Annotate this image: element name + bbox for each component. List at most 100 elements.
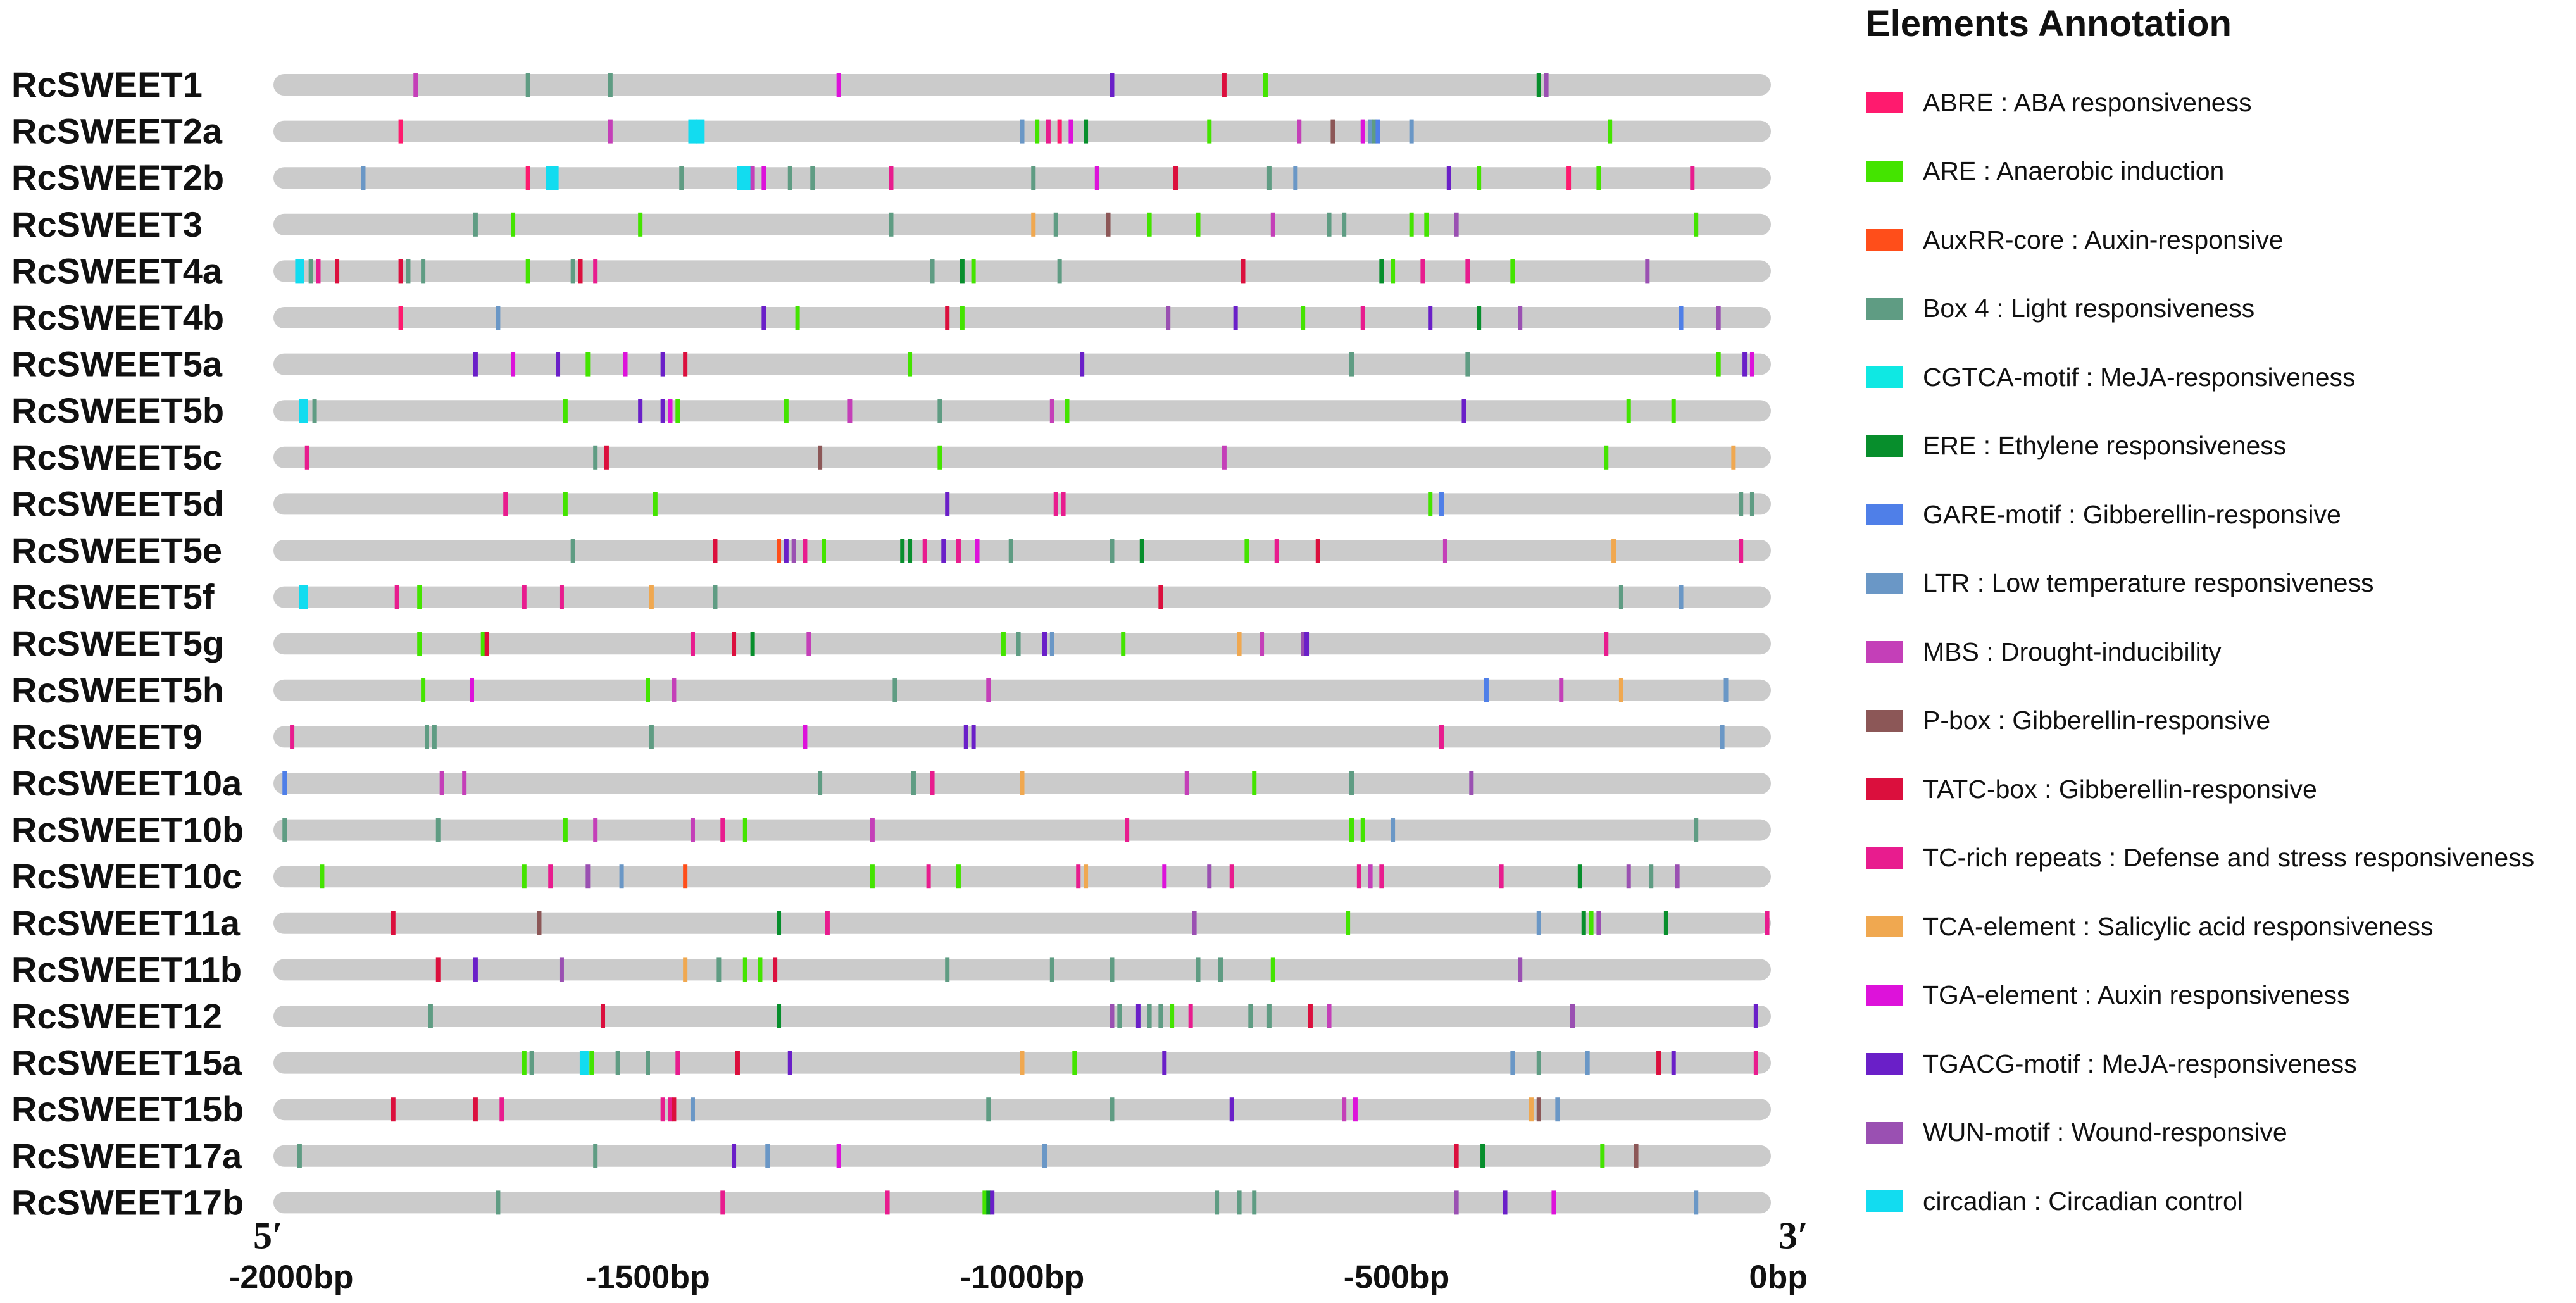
gene-row: RcSWEET4a [11,251,1771,290]
element-mark-box4 [435,818,441,842]
axis-tick-label: -500bp [1344,1259,1450,1295]
element-mark-tc [720,1190,725,1215]
element-mark-tc [1188,1004,1193,1028]
element-mark-box4 [892,678,897,702]
element-mark-tatc [735,1051,740,1075]
element-mark-are [1170,1004,1175,1028]
element-mark-mbs [608,119,613,144]
element-mark-circadian [579,1051,589,1075]
gene-label: RcSWEET4a [11,251,223,290]
element-mark-tatc [1656,1051,1661,1075]
element-mark-wun [1110,1004,1115,1028]
legend-label: Box 4 : Light responsiveness [1923,294,2255,323]
legend-label: TGACG-motif : MeJA-responsiveness [1923,1049,2357,1078]
element-mark-are [675,399,680,423]
element-mark-are [522,864,527,889]
element-mark-are [653,492,658,516]
element-mark-wun [1596,911,1601,935]
element-mark-tc [1061,492,1066,516]
element-mark-are [320,864,325,889]
element-mark-tga [836,73,841,97]
element-mark-tatc [473,1097,478,1122]
legend-label: CGTCA-motif : MeJA-responsiveness [1923,362,2356,392]
promoter-bar [273,260,1771,282]
promoter-bar [273,1145,1771,1167]
gene-label: RcSWEET5f [11,577,215,617]
element-mark-tgacg [473,957,478,982]
gene-row: RcSWEET10a [11,763,1771,803]
element-mark-wun [1675,864,1680,889]
element-mark-are [1510,259,1515,284]
legend-label: P-box : Gibberellin-responsive [1923,706,2271,735]
element-mark-ere [1581,911,1586,935]
legend-label: TATC-box : Gibberellin-responsive [1923,774,2317,804]
element-mark-box4 [679,166,684,190]
element-mark-tgacg [473,352,478,377]
element-mark-box4 [1252,1190,1257,1215]
element-mark-are [870,864,875,889]
elements-legend: Elements Annotation ABRE : ABA responsiv… [1866,0,2575,1266]
element-mark-tca [683,957,688,982]
element-mark-abre [398,306,403,330]
element-mark-pbox [1330,119,1335,144]
legend-item: TGACG-motif : MeJA-responsiveness [1866,1045,2357,1083]
element-mark-tca [1020,771,1025,795]
element-mark-tc [1439,725,1444,749]
element-mark-box4 [1749,492,1754,516]
promoter-bar [273,167,1771,189]
element-mark-tc [1125,818,1130,842]
promoter-bar [273,912,1771,934]
gene-row: RcSWEET5c [11,437,1771,477]
gene-row: RcSWEET2a [11,111,1771,151]
promoter-bar [273,1099,1771,1121]
element-mark-tga [1068,119,1073,144]
element-mark-wun [1518,957,1523,982]
legend-item: CGTCA-motif : MeJA-responsiveness [1866,358,2356,396]
element-mark-are [1600,1144,1605,1168]
element-mark-box4 [930,259,935,284]
element-mark-box4 [1110,539,1115,563]
element-mark-ltr [1720,725,1725,749]
element-mark-are [1626,399,1631,423]
gene-row: RcSWEET4b [11,297,1771,337]
element-mark-tatc [683,352,688,377]
five-prime-label: 5′ [253,1214,283,1256]
element-mark-tgacg [963,725,968,749]
element-mark-box4 [1218,957,1223,982]
element-mark-are [1716,352,1721,377]
gene-label: RcSWEET10b [11,810,244,850]
element-mark-tgacg [1110,73,1115,97]
element-mark-box4 [608,73,613,97]
element-mark-box4 [1618,585,1623,609]
gene-label: RcSWEET5c [11,437,222,477]
legend-item: LTR : Low temperature responsiveness [1866,564,2374,602]
element-mark-tatc [1158,585,1163,609]
element-mark-tgacg [660,352,665,377]
element-mark-wun [559,957,564,982]
element-mark-tc [690,632,695,656]
element-mark-tgacg [784,539,789,563]
gene-row: RcSWEET15a [11,1043,1771,1083]
gene-row: RcSWEET17a [11,1136,1771,1176]
gene-label: RcSWEET11a [11,903,241,943]
gene-row: RcSWEET5e [11,530,1771,570]
legend-title: Elements Annotation [1866,3,2232,44]
element-mark-ere [1139,539,1144,563]
element-mark-tatc [335,259,340,284]
element-mark-ltr [619,864,624,889]
element-mark-tc [1360,306,1365,330]
element-mark-are [522,1051,527,1075]
element-mark-ltr [1585,1051,1590,1075]
legend-item: P-box : Gibberellin-responsive [1866,702,2270,740]
element-mark-tgacg [1446,166,1451,190]
element-mark-tgacg [971,725,976,749]
element-mark-tatc [945,306,950,330]
element-mark-ere [777,911,782,935]
element-mark-mbs [986,678,991,702]
element-mark-are [589,1051,594,1075]
element-mark-ltr [1510,1051,1515,1075]
element-mark-box4 [716,957,722,982]
element-mark-wun [1454,212,1459,237]
element-mark-tgacg [941,539,946,563]
element-mark-are [1428,492,1433,516]
